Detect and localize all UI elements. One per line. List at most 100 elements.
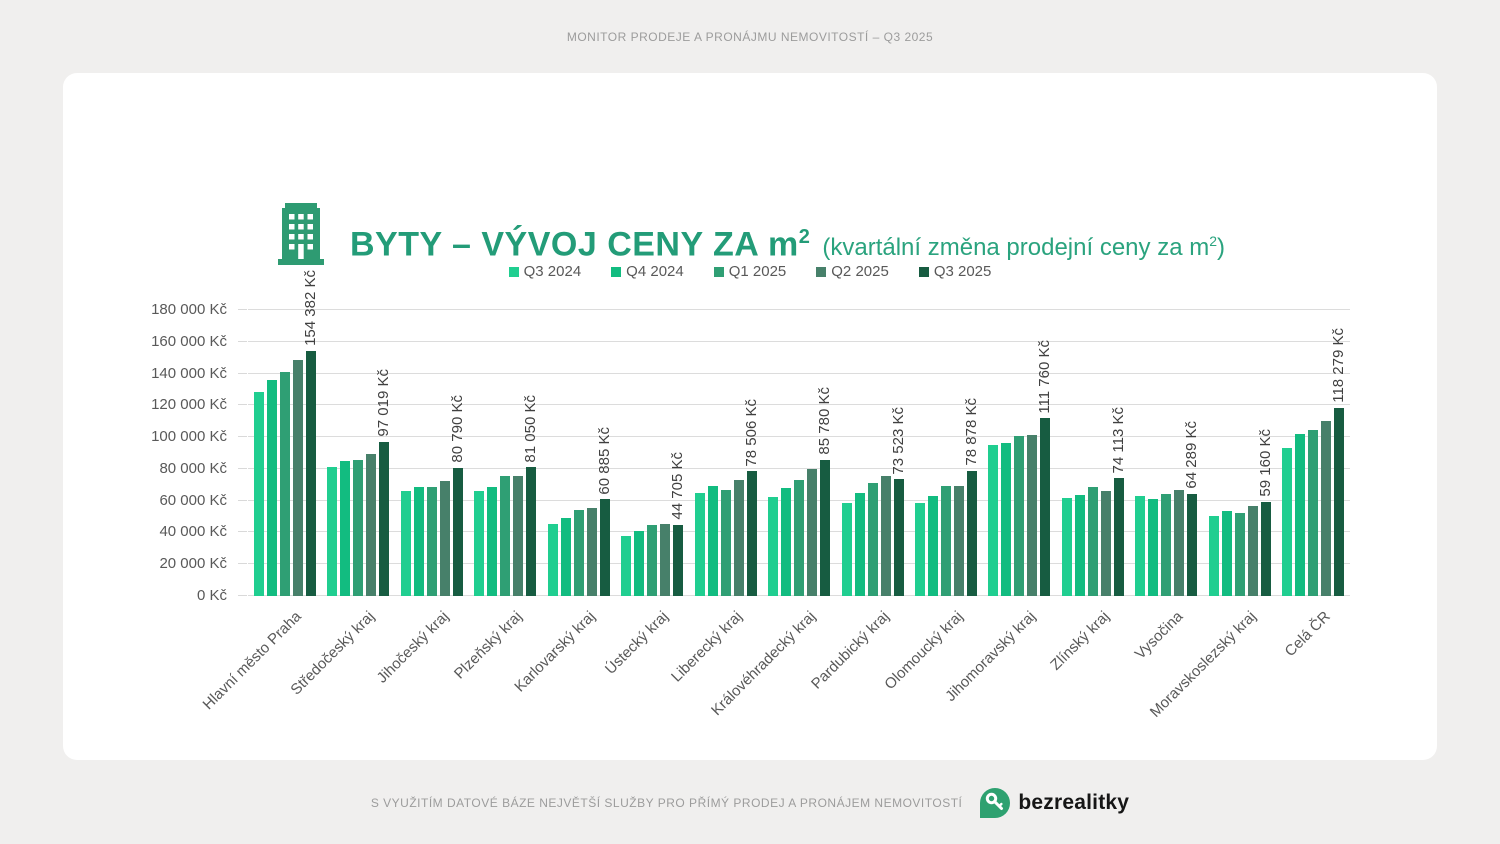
bar [1001,443,1012,596]
bar [733,479,744,596]
bar [720,489,731,596]
bar [327,466,338,596]
bar-value-label: 74 113 Kč [1109,406,1127,474]
bar [807,469,817,596]
bar [893,479,904,596]
y-axis-tick-mark [238,309,247,310]
footer-text: S VYUŽITÍM DATOVÉ BÁZE NEJVĚTŠÍ SLUŽBY P… [370,796,963,810]
bar-value-label: 59 160 Kč [1256,429,1274,497]
gridline [248,340,1350,342]
footer: S VYUŽITÍM DATOVÉ BÁZE NEJVĚTŠÍ SLUŽBY P… [0,788,1500,818]
bar [1260,502,1271,596]
bar [1308,430,1319,596]
key-pin-icon [980,788,1011,818]
bar-value-label: 78 878 Kč [962,398,980,466]
bar [694,493,705,596]
bar [340,460,351,596]
y-axis-tick-mark [238,499,247,501]
bar [547,523,558,596]
bar [621,535,632,596]
legend-label: Q4 2024 [626,263,684,280]
bar [1282,447,1293,596]
bar [1187,493,1198,596]
bar [560,517,571,596]
bar [1161,493,1172,596]
page-subtitle: (kvartální změna prodejní ceny za m2) [822,233,1225,261]
bar [487,487,498,596]
bar-value-label: 60 885 Kč [595,426,613,495]
bar-value-label: 118 279 Kč [1330,328,1348,404]
chart-card: BYTY – VÝVOJ CENY ZA m2 (kvartální změna… [63,73,1437,760]
bar [1087,487,1098,596]
y-axis-tick-label: 40 000 Kč [159,523,227,541]
gridline [248,372,1350,374]
gridline [248,467,1350,469]
bar [379,441,390,596]
gridline [248,309,1350,310]
bar [940,485,951,596]
y-axis-tick-label: 80 000 Kč [159,459,227,477]
bar [500,475,511,596]
bar [266,379,277,596]
bar [927,495,938,596]
bar [660,523,671,596]
y-axis-tick-label: 100 000 Kč [151,428,227,446]
bar [707,486,718,596]
y-axis-tick-mark [238,563,247,565]
bar [768,496,778,596]
bar [794,479,804,596]
bar [413,486,424,596]
legend-item: Q4 2024 [611,263,684,280]
bar [1113,478,1124,596]
x-axis-category-label: Celá ČR [1281,608,1334,661]
y-axis-tick-label: 0 Kč [196,587,227,604]
bar-value-label: 44 705 Kč [669,452,687,520]
bar [279,372,290,596]
bar [1100,490,1111,596]
x-axis-category-label: Jihočeský kraj [373,608,452,687]
page-header: MONITOR PRODEJE A PRONÁJMU NEMOVITOSTÍ –… [566,30,934,44]
bar [854,493,865,596]
bar [1040,418,1051,596]
bar-value-label: 85 780 Kč [816,387,833,455]
gridline [248,436,1350,438]
bar-value-label: 81 050 Kč [522,394,540,463]
y-axis-tick-label: 20 000 Kč [159,555,227,573]
bar [820,459,830,596]
bar [1061,497,1072,596]
bar [1221,511,1232,596]
bar [439,480,450,596]
legend-swatch-icon [611,266,622,277]
gridline [248,404,1350,406]
y-axis-tick-mark [238,340,247,342]
bar-value-label: 73 523 Kč [889,406,907,475]
bar [1027,435,1038,596]
bar [366,453,377,596]
page-title: BYTY – VÝVOJ CENY ZA m2 [350,225,811,263]
y-axis-tick-label: 160 000 Kč [151,332,227,350]
bar [426,487,437,596]
x-axis-category-label: Vysočina [1131,608,1187,663]
legend-swatch-icon [713,266,724,277]
y-axis-tick-label: 60 000 Kč [159,491,227,509]
legend-swatch-icon [508,266,519,277]
brand-name: bezrealitky [1018,791,1130,814]
bar [966,470,977,596]
y-axis-tick-mark [238,467,247,469]
bar [474,490,485,596]
bar [1234,512,1245,596]
chart-legend: Q3 2024 Q4 2024 Q1 2025 Q2 2025 Q3 2025 [63,263,1437,280]
title-superscript: 2 [798,225,811,248]
bar-value-label: 97 019 Kč [375,369,393,437]
plot-area: 154 382 Kč Hlavní město Praha 97 019 Kč Stř… [200,270,1350,721]
bar [880,475,891,596]
bar [573,510,584,596]
legend-swatch-icon [918,266,929,277]
title-row: BYTY – VÝVOJ CENY ZA m2 (kvartální změna… [278,203,1225,265]
bar [988,444,999,596]
legend-item: Q3 2025 [918,263,991,280]
bar [1014,435,1025,596]
bar [634,530,645,596]
legend-label: Q2 2025 [831,263,889,280]
bar [1135,496,1146,596]
